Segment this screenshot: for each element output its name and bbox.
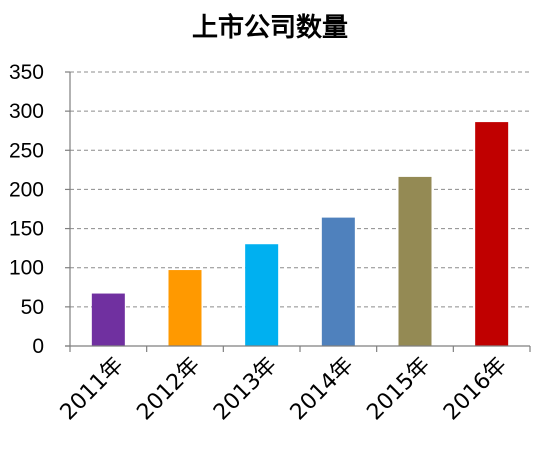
chart-title: 上市公司数量 (192, 12, 348, 43)
y-tick-label: 250 (9, 139, 44, 162)
bar (168, 270, 202, 346)
x-tick-label: 2012年 (132, 353, 205, 426)
bar (321, 217, 355, 346)
x-tick-label: 2011年 (56, 353, 129, 426)
gridlines (70, 71, 530, 308)
y-tick-label: 200 (9, 178, 44, 201)
x-axis-tick-labels: 2011年 2012年 2013年 2014年 2015年 2016年 (56, 353, 512, 426)
bars (91, 122, 509, 346)
y-tick-label: 150 (9, 218, 44, 241)
y-tick-label: 50 (21, 296, 44, 319)
x-tick-label: 2016年 (439, 353, 512, 426)
y-tick-label: 100 (9, 257, 44, 280)
bar (245, 244, 279, 346)
y-tick-label: 350 (9, 61, 44, 84)
bar (475, 122, 509, 346)
bar (398, 176, 432, 346)
bar (91, 293, 125, 346)
x-tick-label: 2013年 (209, 353, 282, 426)
x-tick-label: 2014年 (286, 353, 359, 426)
y-tick-label: 300 (9, 100, 44, 123)
y-tick-label: 0 (32, 335, 44, 358)
axes (65, 71, 531, 352)
y-axis-tick-labels: 0 50 100 150 200 250 300 350 (9, 61, 44, 358)
x-tick-label: 2015年 (362, 353, 435, 426)
